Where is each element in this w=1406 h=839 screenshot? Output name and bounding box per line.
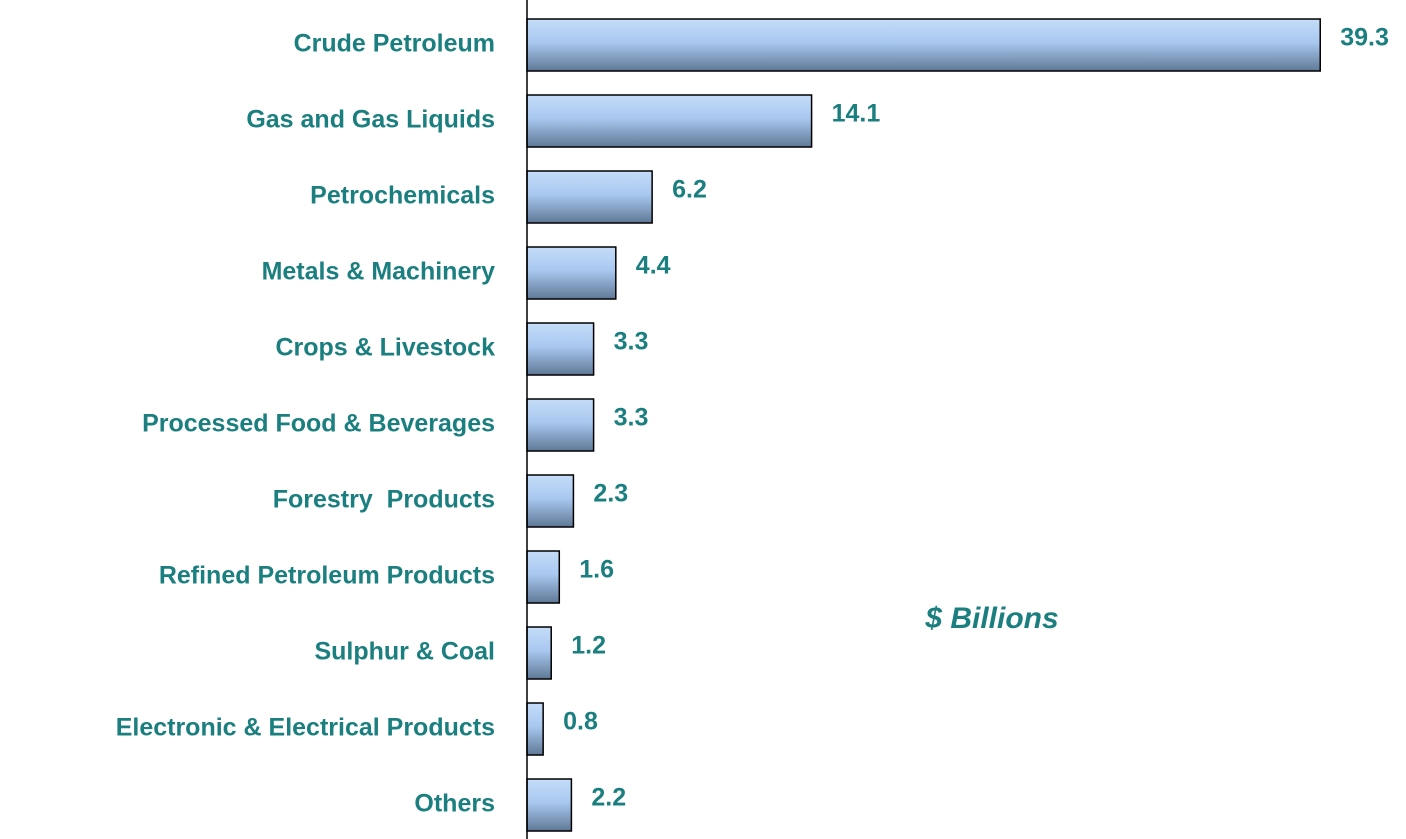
bar: [526, 702, 544, 756]
bar: [526, 474, 575, 528]
value-label: 1.6: [579, 556, 614, 584]
category-label: Refined Petroleum Products: [159, 562, 495, 590]
category-label: Processed Food & Beverages: [142, 410, 495, 438]
bar: [526, 246, 617, 300]
value-label: 14.1: [832, 100, 881, 128]
value-label: 2.3: [593, 480, 628, 508]
category-label: Forestry Products: [273, 486, 495, 514]
category-label: Gas and Gas Liquids: [246, 106, 495, 134]
bar: [526, 778, 573, 832]
bar: [526, 550, 561, 604]
value-label: 0.8: [563, 708, 598, 736]
category-label: Petrochemicals: [310, 182, 495, 210]
value-label: 2.2: [591, 784, 626, 812]
value-label: 39.3: [1340, 24, 1389, 52]
bar: [526, 322, 595, 376]
category-label: Sulphur & Coal: [314, 638, 495, 666]
bar: [526, 94, 813, 148]
category-label: Crude Petroleum: [294, 30, 495, 58]
bar: [526, 626, 552, 680]
value-label: 4.4: [636, 252, 671, 280]
category-label: Metals & Machinery: [262, 258, 496, 286]
value-label: 3.3: [614, 404, 649, 432]
value-label: 6.2: [672, 176, 707, 204]
bar: [526, 170, 653, 224]
bar: [526, 398, 595, 452]
category-label: Crops & Livestock: [275, 334, 495, 362]
category-label: Electronic & Electrical Products: [116, 714, 495, 742]
bar: [526, 18, 1321, 72]
value-label: 3.3: [614, 328, 649, 356]
annotation: $ Billions: [924, 602, 1058, 635]
value-label: 1.2: [571, 632, 606, 660]
category-label: Others: [414, 790, 495, 818]
